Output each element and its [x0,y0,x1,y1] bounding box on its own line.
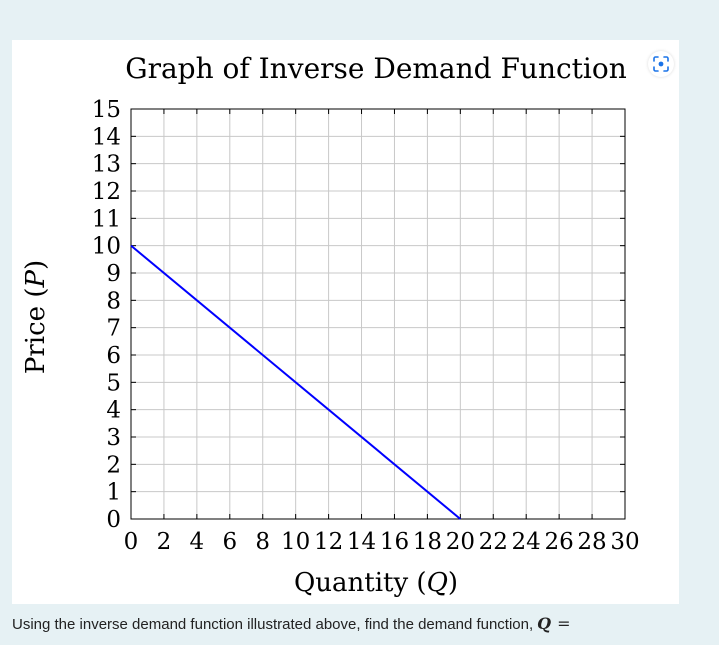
x-tick-label: 6 [222,529,237,555]
y-tick-label: 12 [92,179,121,205]
x-tick-label: 2 [157,529,172,555]
x-tick-label: 14 [347,529,376,555]
y-tick-label: 4 [106,398,121,424]
x-tick-label: 20 [446,529,475,555]
x-tick-label: 24 [512,529,541,555]
y-tick-label: 1 [106,480,121,506]
y-tick-label: 15 [92,97,121,123]
x-tick-label: 16 [380,529,409,555]
y-tick-label: 7 [106,316,121,342]
x-tick-label: 30 [610,529,639,555]
y-tick-label: 0 [106,507,121,533]
inverse-demand-chart: 0 2 4 6 8 10 12 14 16 18 20 22 24 26 28 300123456789101… [21,52,640,598]
y-tick-label: 10 [92,234,121,260]
question-text: Using the inverse demand function illust… [12,614,571,633]
x-tick-label: 22 [479,529,508,555]
scan-focus-icon[interactable] [648,51,674,77]
x-tick-label: 18 [413,529,442,555]
y-axis-label: Price (P) [21,260,51,374]
y-tick-label: 9 [106,261,121,287]
y-tick-label: 8 [106,288,121,314]
x-tick-label: 28 [577,529,606,555]
x-tick-label: 12 [314,529,343,555]
chart-title: Graph of Inverse Demand Function [125,52,627,85]
chart-panel: 0 2 4 6 8 10 12 14 16 18 20 22 24 26 28 30 0 1 2 3 4 5 6 7 8 9 10 1… [12,40,679,604]
scan-focus-glyph [653,56,669,72]
y-tick-label: 14 [92,124,121,150]
y-tick-label: 11 [92,206,121,232]
question-variable: Q [537,614,552,633]
y-tick-label: 2 [106,452,121,478]
x-tick-label: 0 [124,529,139,555]
question-prompt: Using the inverse demand function illust… [12,616,534,633]
y-tick-label: 6 [106,343,121,369]
y-tick-label: 3 [106,425,121,451]
x-tick-label: 26 [544,529,573,555]
x-axis-label: Quantity (Q) [294,568,458,598]
x-tick-label: 10 [281,529,310,555]
x-tick-label: 4 [190,529,205,555]
question-equals: = [557,614,571,633]
demand-line [130,244,461,520]
y-tick-label: 13 [92,152,121,178]
plot-frame [130,108,626,520]
x-tick-label: 8 [255,529,270,555]
y-tick-label: 5 [106,370,121,396]
